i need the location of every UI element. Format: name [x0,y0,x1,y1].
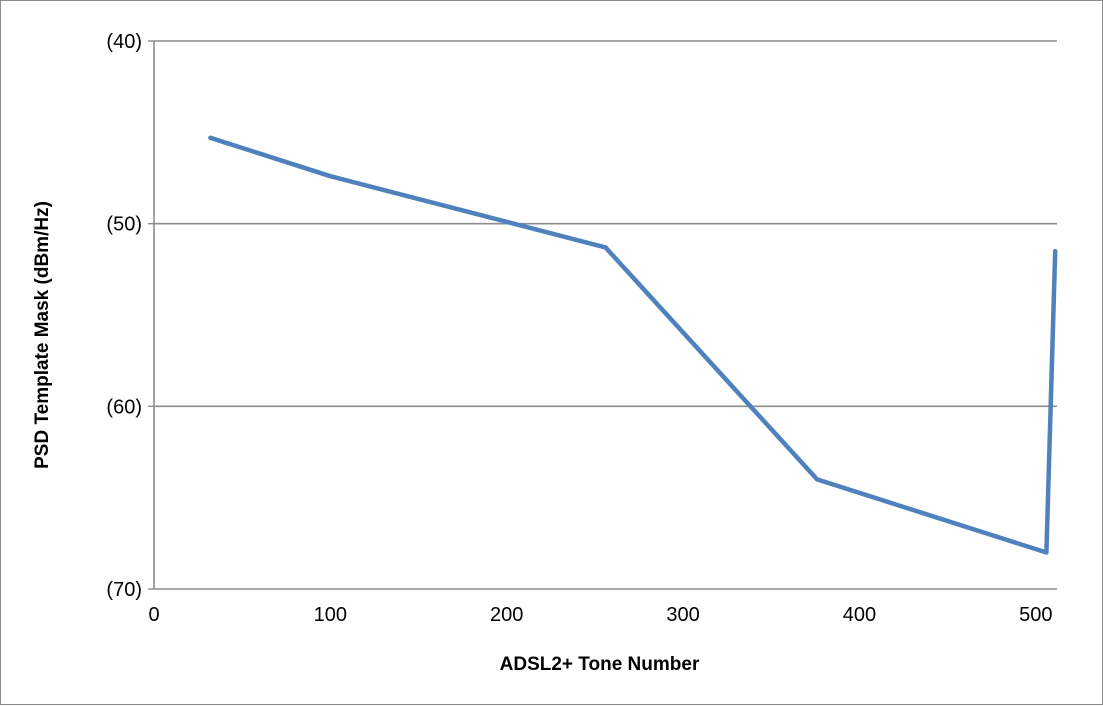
y-tick-label: (40) [106,31,142,53]
x-tick-label: 0 [148,604,159,626]
y-tick-label: (70) [106,579,142,601]
x-tick-label: 200 [490,604,523,626]
x-tick-label: 400 [843,604,876,626]
x-tick-labels: 0 100 200 300 400 500 [148,604,1052,626]
axes [148,40,1057,590]
x-axis-title: ADSL2+ Tone Number [500,654,700,675]
y-tick-label: (60) [106,396,142,418]
y-tick-label: (50) [106,214,142,236]
x-tick-label: 100 [314,604,347,626]
series-line [208,135,1058,555]
x-tick-label: 300 [666,604,699,626]
y-axis-title: PSD Template Mask (dBm/Hz) [32,201,53,469]
x-tick-label: 500 [1019,604,1052,626]
y-tick-labels: (40) (50) (60) (70) [106,31,142,601]
series-lines [208,135,1058,555]
gridlines [154,40,1057,408]
